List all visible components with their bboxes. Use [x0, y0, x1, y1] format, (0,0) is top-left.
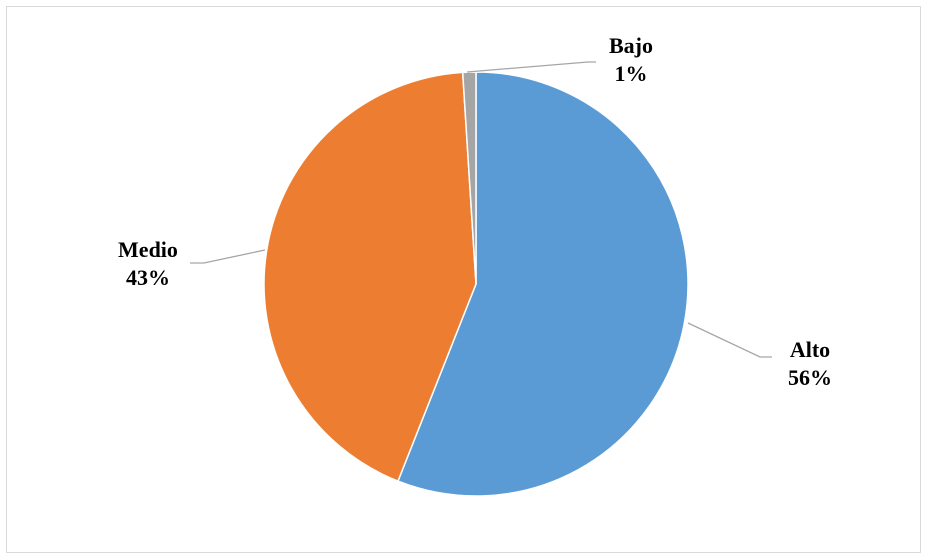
leader-line-bajo: [466, 61, 596, 73]
data-label-percent-alto: 56%: [788, 365, 832, 390]
data-label-category-medio: Medio: [118, 237, 178, 262]
leader-line-alto: [687, 322, 772, 358]
pie-slice-alto: [396, 71, 689, 497]
data-label-percent-bajo: 1%: [615, 61, 648, 86]
data-label-category-bajo: Bajo: [609, 33, 653, 58]
pie-slice-medio: [263, 71, 477, 483]
leader-lines: [190, 61, 772, 358]
data-labels: Alto 56% Medio 43% Bajo 1%: [118, 33, 832, 390]
data-label-percent-medio: 43%: [126, 265, 170, 290]
pie-slices: [263, 71, 689, 497]
data-label-category-alto: Alto: [790, 337, 830, 362]
leader-line-medio: [190, 249, 266, 264]
